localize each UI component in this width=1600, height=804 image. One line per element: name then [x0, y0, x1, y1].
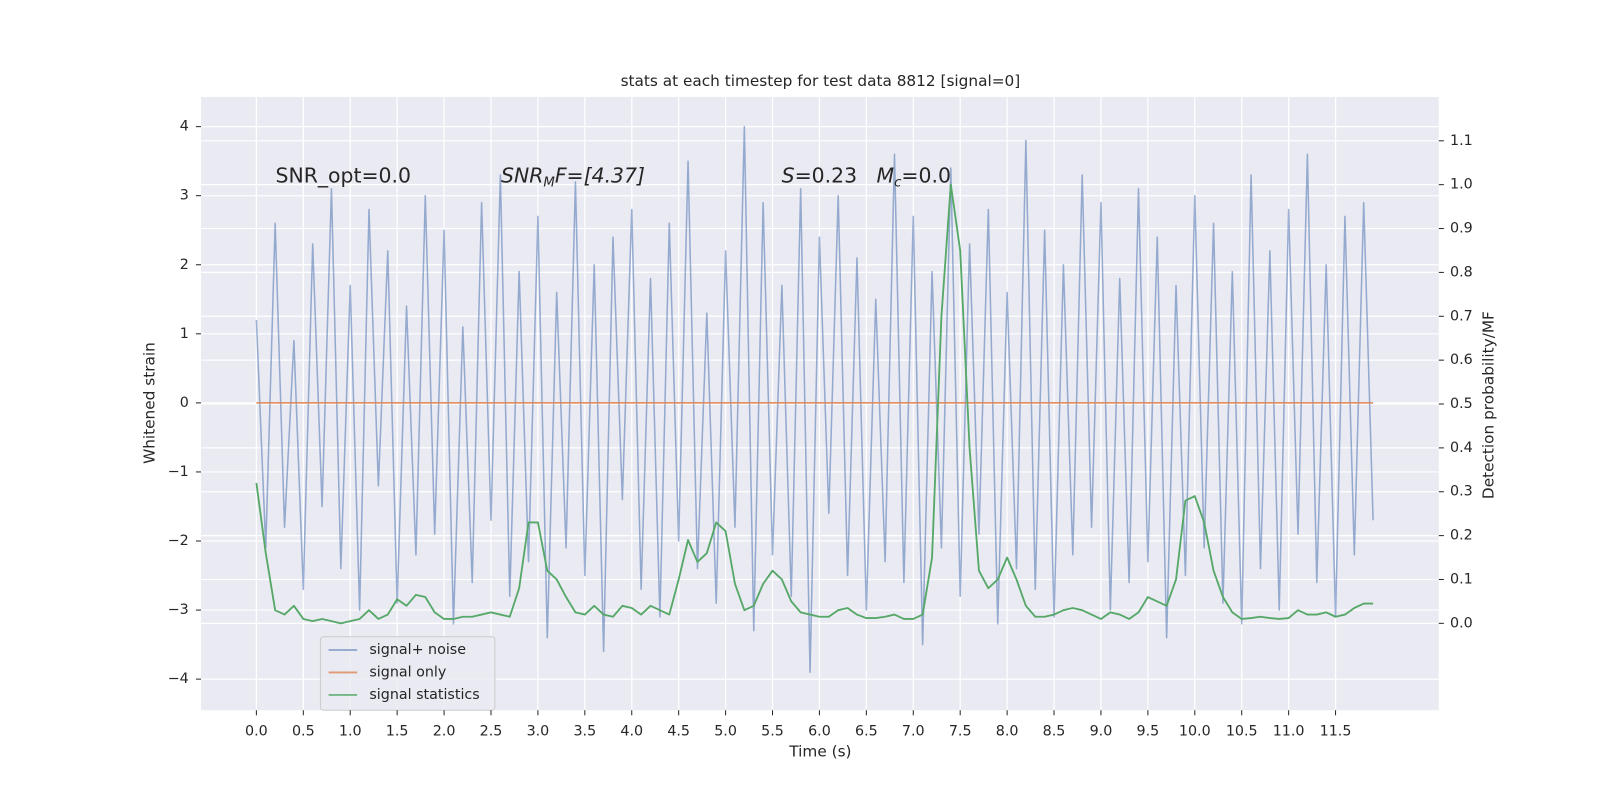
x-tick-label: 1.0	[339, 724, 362, 740]
x-tick-label: 0.0	[245, 724, 268, 740]
y-tick-label: 4	[180, 119, 189, 135]
x-tick-label: 0.5	[292, 724, 315, 740]
y-tick-label: −2	[168, 533, 189, 549]
annotation-text: M	[877, 164, 895, 188]
y2-tick-label: 1.0	[1450, 177, 1473, 193]
y-axis-label: Whitened strain	[141, 342, 159, 464]
y-tick-label: 3	[180, 188, 189, 204]
x-tick-label: 6.0	[808, 724, 831, 740]
x-tick-label: 11.0	[1273, 724, 1305, 740]
y2-tick-label: 1.1	[1450, 133, 1473, 149]
y-tick-label: −3	[168, 602, 189, 618]
marks	[255, 125, 1374, 673]
legend-box	[319, 636, 496, 711]
y2-tick-label: 0.6	[1450, 352, 1473, 368]
x-tick-label: 1.5	[386, 724, 409, 740]
series-line	[255, 125, 1374, 673]
x-tick-label: 4.5	[667, 724, 690, 740]
y-tick-label: 0	[180, 395, 189, 411]
y2-tick-label: 0.9	[1450, 221, 1473, 237]
annotation-text: SNR	[501, 164, 543, 188]
annotation: Mc=0.0	[877, 164, 951, 191]
y2-tick-label: 0.7	[1450, 308, 1473, 324]
y2-tick-label: 0.1	[1450, 571, 1473, 587]
y2-tick-label: 0.3	[1450, 484, 1473, 500]
annotation: SNR_opt=0.0	[276, 164, 412, 189]
chart-title: stats at each timestep for test data 881…	[621, 72, 1021, 90]
legend: signal+ noise signal only signal statistic…	[319, 636, 496, 711]
y2-tick-label: 0.0	[1450, 615, 1473, 631]
x-tick-label: 10.0	[1179, 724, 1211, 740]
legend-label: signal+ noise	[369, 642, 466, 658]
x-tick-label: 9.5	[1137, 724, 1160, 740]
y2-tick-label: 0.4	[1450, 440, 1473, 456]
y2-axis-label: Detection probability/MF	[1479, 311, 1497, 499]
x-tick-label: 7.0	[902, 724, 925, 740]
x-tick-label: 4.0	[620, 724, 643, 740]
annotation-text: =0.0	[901, 164, 951, 188]
x-tick-label: 2.5	[480, 724, 503, 740]
x-tick-label: 2.0	[433, 724, 456, 740]
annotation-text: F=[4.37]	[555, 164, 645, 188]
x-tick-label: 5.0	[714, 724, 737, 740]
x-tick-label: 5.5	[761, 724, 784, 740]
y2-tick-label: 0.8	[1450, 264, 1473, 280]
x-axis-label: Time (s)	[788, 743, 851, 761]
annotation-text: S	[782, 164, 795, 188]
legend-label: signal only	[369, 664, 446, 680]
series-line	[255, 183, 1374, 625]
x-tick-label: 8.0	[996, 724, 1019, 740]
annotation: SNRMF=[4.37]	[501, 164, 645, 191]
x-tick-label: 3.0	[527, 724, 550, 740]
annotation-sub: M	[543, 176, 555, 191]
y-tick-label: −1	[168, 464, 189, 480]
y2-tick-label: 0.2	[1450, 528, 1473, 544]
x-tick-label: 11.5	[1320, 724, 1352, 740]
y2-tick-label: 0.5	[1450, 396, 1473, 412]
x-tick-label: 7.5	[949, 724, 972, 740]
y-tick-label: −4	[168, 671, 189, 687]
annotations: SNR_opt=0.0 SNRMF=[4.37] S=0.23 Mc=0.0	[276, 164, 951, 191]
legend-label: signal statistics	[369, 687, 479, 703]
x-tick-label: 8.5	[1043, 724, 1066, 740]
annotation-sub: c	[894, 176, 902, 191]
annotation-text: =0.23	[795, 164, 858, 188]
x-tick-label: 6.5	[855, 724, 878, 740]
annotation-text: SNR_opt=0.0	[276, 164, 412, 189]
y-tick-label: 1	[180, 326, 189, 342]
annotation: S=0.23	[782, 164, 857, 188]
x-tick-label: 10.5	[1226, 724, 1258, 740]
y-tick-label: 2	[180, 257, 189, 273]
x-tick-label: 9.0	[1090, 724, 1113, 740]
x-tick-label: 3.5	[573, 724, 596, 740]
